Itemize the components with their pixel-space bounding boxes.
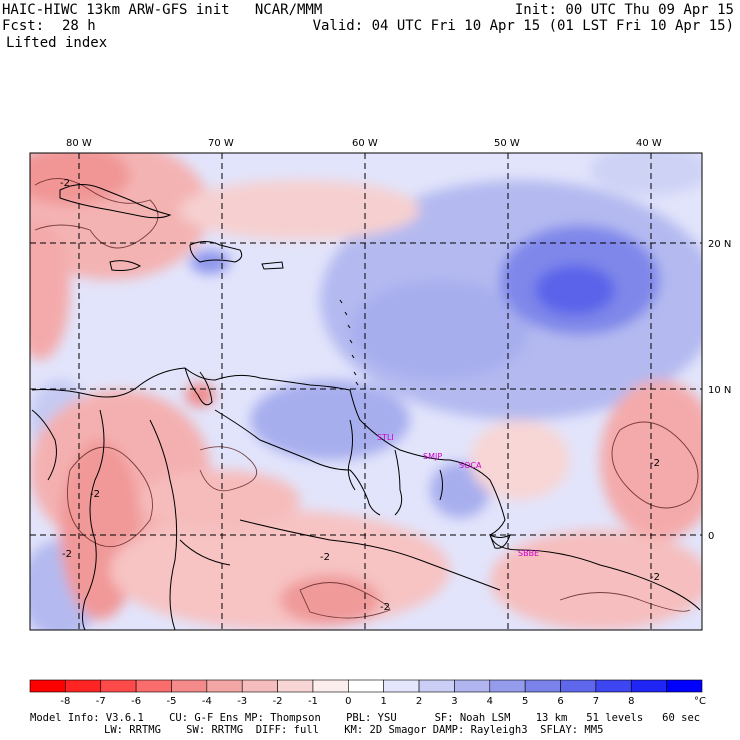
- colorbar-cell: [418, 679, 455, 693]
- colorbar-tick-label: -3: [237, 696, 247, 707]
- colorbar-cell: [65, 679, 102, 693]
- colorbar-tick-label: 0: [345, 696, 351, 707]
- colorbar-cell: [489, 679, 526, 693]
- colorbar-cell: [666, 679, 703, 693]
- colorbar-tick-label: 5: [522, 696, 528, 707]
- colorbar-cell: [454, 679, 491, 693]
- colorbar-tick-label: 1: [380, 696, 386, 707]
- contour-label: -2: [62, 549, 72, 560]
- colorbar-tick-label: -8: [60, 696, 70, 707]
- colorbar-cell: [29, 679, 66, 693]
- lat-label: 10 N: [708, 385, 731, 396]
- map-frame: [29, 152, 703, 631]
- lon-label: 50 W: [494, 138, 520, 149]
- colorbar-unit: °C: [694, 696, 706, 707]
- station-label: SBBE: [518, 549, 539, 558]
- colorbar-tick-label: -6: [131, 696, 141, 707]
- colorbar-tick-label: -5: [166, 696, 176, 707]
- colorbar-cell: [595, 679, 632, 693]
- contour-label: -2: [380, 602, 390, 613]
- colorbar-tick-label: 4: [487, 696, 493, 707]
- init-time: Init: 00 UTC Thu 09 Apr 15: [514, 2, 734, 18]
- colorbar-tick-label: -1: [308, 696, 318, 707]
- lon-label: 60 W: [352, 138, 378, 149]
- model-info-line1: Model Info: V3.6.1 CU: G-F Ens MP: Thomp…: [30, 712, 701, 724]
- valid-time: Valid: 04 UTC Fri 10 Apr 15 (01 LST Fri …: [312, 18, 734, 34]
- plot-title: HAIC-HIWC 13km ARW-GFS init NCAR/MMM: [2, 2, 323, 18]
- station-label: SMJP: [423, 452, 442, 461]
- contour-label: -2: [650, 458, 660, 469]
- colorbar-cell: [171, 679, 208, 693]
- lat-label: 0: [708, 531, 714, 542]
- colorbar-tick-label: 6: [557, 696, 563, 707]
- contour-label: -2: [60, 178, 70, 189]
- lon-label: 70 W: [208, 138, 234, 149]
- colorbar-tick-label: 7: [593, 696, 599, 707]
- variable-name: Lifted index: [6, 35, 108, 51]
- lon-label: 40 W: [636, 138, 662, 149]
- forecast-label: Fcst:: [2, 18, 45, 34]
- colorbar-cell: [241, 679, 278, 693]
- colorbar: -8 -7 -6 -5 -4 -3 -2 -1 0 1 2 3 4 5 6 7 8 °C: [29, 679, 706, 707]
- colorbar-cell: [135, 679, 172, 693]
- colorbar-tick-label: 8: [628, 696, 634, 707]
- station-label: SOCA: [459, 461, 482, 470]
- colorbar-cell: [383, 679, 420, 693]
- contour-label: -2: [650, 572, 660, 583]
- colorbar-cell: [524, 679, 561, 693]
- colorbar-cell: [206, 679, 243, 693]
- colorbar-cell: [630, 679, 667, 693]
- contour-label: -2: [90, 489, 100, 500]
- contour-label: -2: [320, 552, 330, 563]
- lon-axis: 80 W 70 W 60 W 50 W 40 W: [66, 138, 662, 149]
- colorbar-cell: [312, 679, 349, 693]
- lat-label: 20 N: [708, 239, 731, 250]
- colorbar-cell: [100, 679, 137, 693]
- colorbar-cell: [348, 679, 384, 693]
- map-field: -2 -2 -2 -2 -2 -2 -2 STLI SMJP SOCA SBBE: [30, 153, 702, 630]
- colorbar-tick-label: 2: [416, 696, 422, 707]
- station-label: STLI: [377, 433, 394, 442]
- colorbar-cell: [560, 679, 597, 693]
- model-info-line2: LW: RRTMG SW: RRTMG DIFF: full KM: 2D Sm…: [104, 724, 604, 736]
- lon-label: 80 W: [66, 138, 92, 149]
- colorbar-tick-label: -7: [96, 696, 106, 707]
- colorbar-cell: [277, 679, 314, 693]
- colorbar-cells: [29, 679, 703, 693]
- colorbar-tick-label: -2: [273, 696, 283, 707]
- forecast-hour: 28 h: [62, 18, 96, 34]
- colorbar-labels: -8 -7 -6 -5 -4 -3 -2 -1 0 1 2 3 4 5 6 7 8: [60, 696, 634, 707]
- colorbar-tick-label: -4: [202, 696, 212, 707]
- colorbar-tick-label: 3: [451, 696, 457, 707]
